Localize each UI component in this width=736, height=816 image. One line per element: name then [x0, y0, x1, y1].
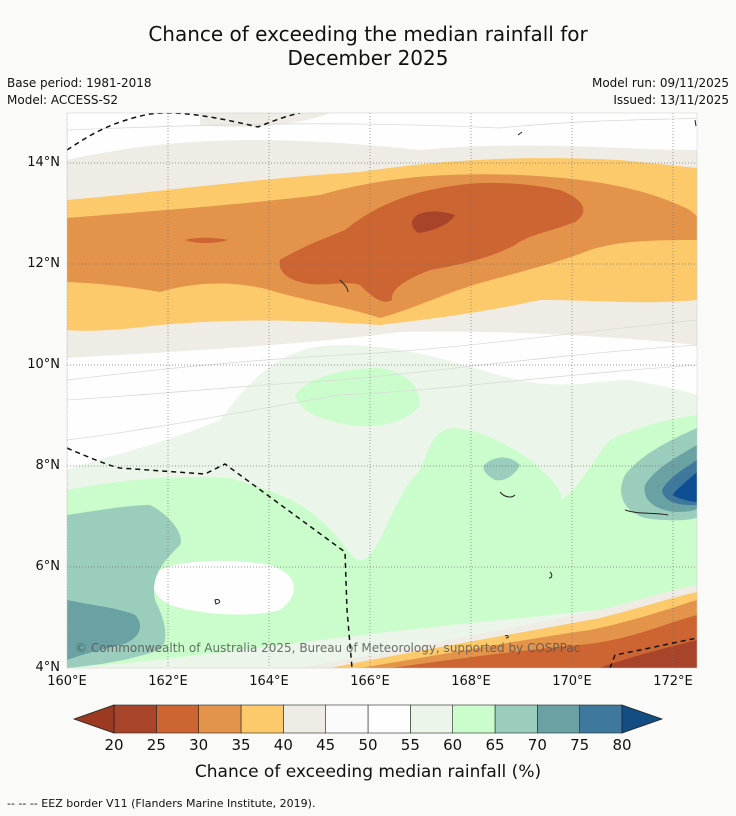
- map-frame: [66, 112, 698, 669]
- lon-label-162e: 162°E: [148, 674, 188, 689]
- island-coastlines: [214, 119, 697, 639]
- colorbar-segment-20-25: [113, 704, 157, 734]
- colorbar-tick-65: 65: [485, 736, 505, 754]
- model-name: Model: ACCESS-S2: [7, 93, 119, 107]
- lon-label-160e: 160°E: [47, 674, 87, 689]
- colorbar-segment-70-75: [537, 704, 580, 734]
- faint-contours: [67, 117, 697, 441]
- contour-40-45-northwest: [200, 113, 330, 127]
- colorbar-segment-35-40: [240, 704, 284, 734]
- colorbar-tick-70: 70: [527, 736, 547, 754]
- contour-80-plus-east: [672, 472, 697, 502]
- colorbar-segment-55-60: [410, 704, 453, 734]
- graticule: [67, 113, 697, 668]
- lat-label-10n: 10°N: [27, 357, 60, 372]
- lat-label-8n: 8°N: [35, 458, 61, 473]
- title-line-2: December 2025: [287, 46, 449, 70]
- lon-label-172e: 172°E: [653, 674, 693, 689]
- colorbar-tick-60: 60: [443, 736, 463, 754]
- colorbar-tick-75: 75: [570, 736, 590, 754]
- colorbar-tick-35: 35: [231, 736, 251, 754]
- lon-label-166e: 166°E: [350, 674, 390, 689]
- contour-65-70-spot: [483, 457, 520, 481]
- colorbar-segment-40-45: [283, 704, 326, 734]
- colorbar-segment-65-70: [494, 704, 538, 734]
- colorbar: [72, 704, 664, 734]
- eez-borders: [67, 113, 697, 668]
- colorbar-tick-40: 40: [273, 736, 293, 754]
- base-period: Base period: 1981-2018: [7, 76, 152, 90]
- colorbar-tick-45: 45: [316, 736, 336, 754]
- issued-date: Issued: 13/11/2025: [613, 93, 729, 107]
- lon-label-164e: 164°E: [249, 674, 289, 689]
- eez-legend: -- -- -- EEZ border V11 (Flanders Marine…: [7, 797, 316, 810]
- lon-label-168e: 168°E: [451, 674, 491, 689]
- colorbar-extend-low: [72, 704, 115, 734]
- colorbar-tick-55: 55: [400, 736, 420, 754]
- contour-60-65-central: [295, 368, 420, 427]
- lat-label-14n: 14°N: [27, 155, 60, 170]
- contour-70-75-southwest: [67, 600, 140, 660]
- colorbar-title: Chance of exceeding median rainfall (%): [194, 762, 542, 782]
- lat-label-6n: 6°N: [35, 559, 61, 574]
- title-line-1: Chance of exceeding the median rainfall …: [148, 22, 588, 46]
- colorbar-tick-25: 25: [146, 736, 166, 754]
- model-run: Model run: 09/11/2025: [591, 76, 729, 90]
- colorbar-segment-25-30: [156, 704, 199, 734]
- contour-25-30-west: [185, 237, 228, 243]
- contour-25-30-south: [390, 615, 697, 668]
- colorbar-extend-high: [621, 704, 664, 734]
- colorbar-segment-30-35: [198, 704, 242, 734]
- lat-label-12n: 12°N: [27, 256, 60, 271]
- colorbar-segment-45-50: [325, 704, 369, 734]
- colorbar-tick-80: 80: [612, 736, 632, 754]
- lon-label-170e: 170°E: [552, 674, 592, 689]
- contour-45-55-pocket: [153, 560, 294, 615]
- meta-left: Base period: 1981-2018 Model: ACCESS-S2: [7, 75, 152, 109]
- contour-25-30: [279, 182, 584, 302]
- colorbar-tick-30: 30: [189, 736, 209, 754]
- colorbar-segment-60-65: [452, 704, 496, 734]
- copyright-notice: © Commonwealth of Australia 2025, Bureau…: [75, 641, 581, 655]
- colorbar-segment-50-55: [367, 704, 411, 734]
- chart-title: Chance of exceeding the median rainfall …: [0, 22, 736, 70]
- colorbar-tick-50: 50: [358, 736, 378, 754]
- colorbar-segment-75-80: [579, 704, 623, 734]
- meta-right: Model run: 09/11/2025 Issued: 13/11/2025: [592, 75, 729, 109]
- lat-label-4n: 4°N: [35, 660, 61, 675]
- contour-20-25-spot: [411, 211, 455, 233]
- map-fields: [67, 113, 697, 668]
- colorbar-tick-20: 20: [104, 736, 124, 754]
